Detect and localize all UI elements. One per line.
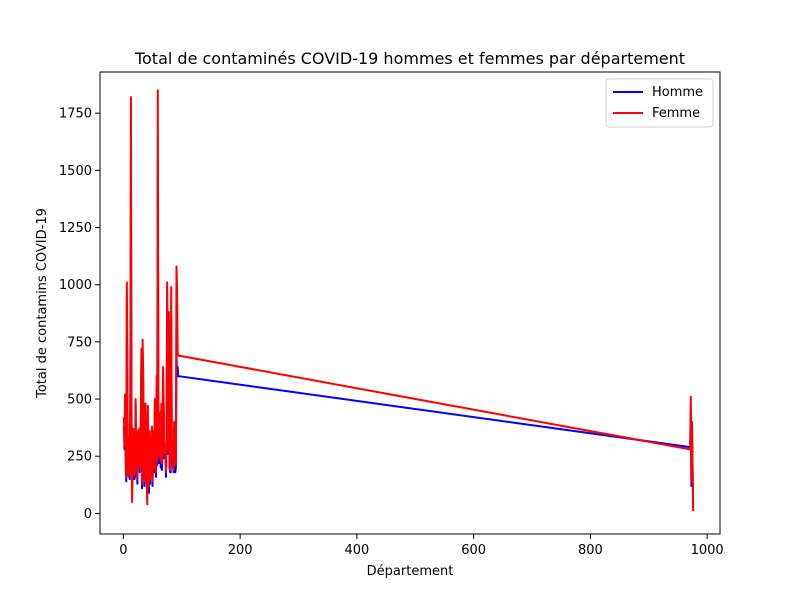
legend-label-homme: Homme xyxy=(652,85,703,100)
x-axis-label: Département xyxy=(367,564,454,579)
y-axis-label: Total de contamins COVID-19 xyxy=(35,208,50,399)
y-tick-label: 1250 xyxy=(59,221,92,236)
y-tick-label: 500 xyxy=(67,393,92,408)
x-axis: 0 200 400 600 800 1000 xyxy=(119,534,724,558)
legend: Homme Femme xyxy=(605,78,714,128)
x-tick-label: 200 xyxy=(228,543,253,558)
x-tick-label: 0 xyxy=(119,543,127,558)
x-tick-label: 400 xyxy=(344,543,369,558)
x-tick-label: 800 xyxy=(578,543,603,558)
y-axis: 0 250 500 750 1000 1250 1500 1750 xyxy=(59,107,100,522)
y-tick-label: 1750 xyxy=(59,107,92,122)
y-tick-label: 0 xyxy=(84,507,92,522)
y-tick-label: 1000 xyxy=(59,278,92,293)
series-line-femme xyxy=(122,89,695,512)
series-layer xyxy=(122,89,695,512)
chart-title: Total de contaminés COVID-19 hommes et f… xyxy=(134,49,685,68)
plot-frame xyxy=(99,71,721,535)
y-tick-label: 1500 xyxy=(59,164,92,179)
y-tick-label: 750 xyxy=(67,335,92,350)
x-tick-label: 600 xyxy=(461,543,486,558)
y-tick-label: 250 xyxy=(67,450,92,465)
x-tick-label: 1000 xyxy=(691,543,724,558)
legend-label-femme: Femme xyxy=(652,106,700,121)
